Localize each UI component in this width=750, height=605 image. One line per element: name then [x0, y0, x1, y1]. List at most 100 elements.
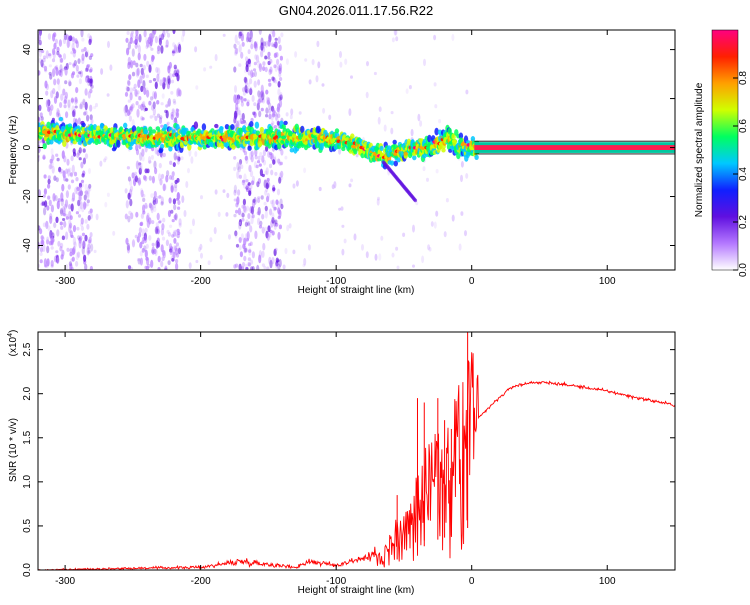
noise-speck: [143, 53, 147, 61]
noise-speck: [331, 184, 335, 190]
ridge-cell: [151, 129, 157, 134]
noise-speck: [177, 206, 181, 210]
noise-speck: [275, 199, 279, 205]
noise-speck: [47, 175, 51, 180]
noise-speck: [265, 107, 269, 114]
noise-speck: [209, 237, 213, 243]
y-tick-label: 1.0: [22, 474, 33, 488]
noise-speck: [48, 71, 52, 76]
noise-speck: [252, 111, 256, 116]
noise-speck: [53, 78, 57, 86]
noise-speck: [83, 111, 87, 116]
noise-speck: [69, 263, 73, 270]
noise-speck: [361, 244, 364, 251]
noise-speck: [82, 148, 86, 153]
noise-speck: [274, 113, 278, 121]
noise-speck: [264, 55, 268, 60]
noise-speck: [278, 72, 282, 78]
noise-speck: [82, 157, 86, 165]
noise-speck: [99, 160, 103, 167]
noise-speck: [460, 174, 463, 183]
noise-speck: [153, 91, 157, 100]
noise-speck: [62, 88, 66, 96]
noise-speck: [38, 70, 41, 76]
noise-speck: [45, 99, 50, 108]
noise-speck: [79, 201, 83, 210]
noise-speck: [68, 204, 72, 210]
noise-speck: [57, 53, 62, 58]
noise-speck: [236, 196, 240, 206]
noise-speck: [451, 33, 455, 42]
noise-speck: [158, 117, 163, 124]
noise-speck: [159, 115, 163, 120]
noise-speck: [84, 190, 88, 196]
noise-speck: [154, 197, 158, 205]
noise-speck: [135, 144, 139, 152]
ridge-cell: [230, 124, 235, 130]
noise-speck: [63, 175, 67, 182]
noise-speck: [235, 120, 240, 129]
noise-speck: [458, 243, 462, 251]
noise-speck: [82, 98, 86, 106]
noise-speck: [63, 220, 67, 228]
noise-speck: [396, 265, 400, 270]
snr-plot-area: [38, 332, 675, 570]
noise-speck: [74, 99, 79, 104]
noise-speck: [43, 174, 47, 179]
noise-speck: [62, 208, 67, 217]
noise-speck: [433, 221, 437, 229]
noise-speck: [280, 149, 284, 156]
noise-speck: [129, 37, 133, 44]
noise-speck: [247, 182, 251, 186]
noise-speck: [55, 250, 59, 254]
x-tick-label: -100: [326, 276, 346, 287]
noise-speck: [244, 263, 248, 270]
noise-speck: [180, 156, 184, 161]
noise-speck: [146, 89, 150, 98]
noise-speck: [84, 110, 88, 116]
x-tick-label: 0: [469, 276, 475, 287]
noise-speck: [277, 105, 281, 114]
noise-speck: [71, 36, 75, 42]
colorbar-tick-label: 0.4: [738, 167, 749, 181]
noise-speck: [82, 100, 86, 108]
noise-speck: [54, 66, 58, 70]
noise-speck: [138, 96, 142, 101]
noise-speck: [76, 70, 80, 74]
noise-speck: [60, 198, 64, 207]
noise-speck: [256, 181, 260, 188]
noise-speck: [41, 49, 45, 54]
noise-speck: [248, 164, 252, 173]
noise-speck: [238, 44, 242, 53]
noise-speck: [56, 200, 60, 210]
noise-speck: [39, 259, 43, 264]
noise-speck: [171, 219, 175, 223]
noise-speck: [47, 183, 51, 189]
noise-speck: [178, 218, 182, 226]
noise-speck: [460, 161, 464, 168]
noise-speck: [254, 230, 258, 240]
noise-speck: [261, 226, 265, 234]
noise-speck: [142, 204, 146, 213]
noise-speck: [258, 224, 263, 229]
ridge-cell: [434, 127, 439, 136]
noise-speck: [248, 190, 252, 197]
noise-speck: [137, 177, 141, 186]
ridge-cell: [223, 136, 228, 143]
noise-speck: [258, 63, 262, 72]
noise-speck: [81, 53, 85, 61]
noise-speck: [151, 242, 155, 247]
noise-speck: [166, 229, 170, 234]
noise-speck: [247, 213, 251, 220]
noise-speck: [270, 200, 274, 205]
noise-speck: [219, 254, 223, 260]
noise-speck: [267, 51, 271, 57]
noise-speck: [153, 206, 157, 213]
noise-speck: [192, 218, 195, 227]
noise-speck: [263, 265, 267, 270]
noise-speck: [278, 63, 283, 71]
noise-speck: [127, 41, 131, 50]
noise-speck: [165, 30, 169, 34]
noise-speck: [50, 104, 54, 111]
